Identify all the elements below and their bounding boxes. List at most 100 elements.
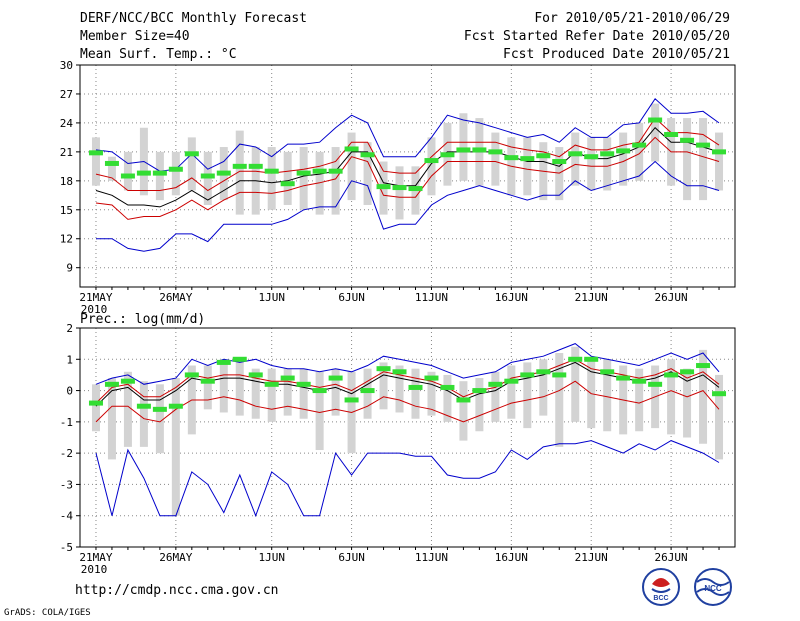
- observed-marker: [600, 369, 615, 375]
- x-tick-label: 1JUN: [258, 291, 285, 304]
- observed-marker: [504, 378, 519, 384]
- precip-panel-title: Prec.: log(mm/d): [80, 312, 206, 327]
- observed-marker: [296, 170, 311, 176]
- observed-marker: [344, 146, 359, 152]
- observed-marker: [456, 147, 471, 153]
- observed-marker: [104, 160, 119, 166]
- ensemble-range-bar: [587, 137, 596, 191]
- observed-marker: [376, 184, 391, 190]
- y-tick-label: -3: [60, 478, 73, 491]
- ensemble-range-bar: [603, 359, 612, 432]
- observed-marker: [664, 372, 679, 378]
- observed-marker: [296, 381, 311, 387]
- bcc-logo-text: BCC: [653, 595, 668, 602]
- ensemble-range-bar: [187, 137, 196, 191]
- y-tick-label: 15: [60, 204, 73, 217]
- observed-marker: [344, 397, 359, 403]
- observed-marker: [616, 375, 631, 381]
- ensemble-range-bar: [379, 362, 388, 410]
- observed-marker: [184, 151, 199, 157]
- observed-marker: [680, 369, 695, 375]
- observed-marker: [584, 154, 599, 160]
- ensemble-range-bar: [427, 371, 436, 416]
- ensemble-range-bar: [283, 368, 292, 416]
- x-tick-label: 11JUN: [415, 291, 448, 304]
- ensemble-range-bar: [123, 371, 132, 447]
- ensemble-range-bar: [235, 130, 244, 215]
- ensemble-range-bar: [91, 137, 100, 186]
- x-tick-label: 16JUN: [495, 551, 528, 564]
- observed-marker: [136, 170, 151, 176]
- x-tick-label: 26MAY: [159, 291, 192, 304]
- ensemble-range-bar: [219, 359, 228, 413]
- y-tick-label: -1: [60, 416, 73, 429]
- variable-label: Mean Surf. Temp.: °C: [80, 47, 237, 62]
- ncc-logo-text: NCC: [704, 584, 722, 593]
- ensemble-range-bar: [507, 365, 516, 419]
- observed-marker: [440, 384, 455, 390]
- ensemble-range-bar: [411, 368, 420, 419]
- observed-marker: [392, 369, 407, 375]
- observed-marker: [152, 170, 167, 176]
- observed-marker: [632, 378, 647, 384]
- logos: BCC NCC: [642, 568, 732, 606]
- ensemble-range-bar: [315, 371, 324, 451]
- observed-marker: [136, 403, 151, 409]
- y-tick-label: 30: [60, 59, 73, 72]
- observed-marker: [664, 131, 679, 137]
- ensemble-range-bar: [155, 384, 164, 454]
- observed-marker: [200, 173, 215, 179]
- series-line-min: [95, 440, 720, 518]
- ensemble-range-bar: [395, 166, 404, 220]
- observed-marker: [168, 166, 183, 172]
- observed-marker: [104, 381, 119, 387]
- observed-marker: [120, 378, 135, 384]
- observed-marker: [312, 168, 327, 174]
- y-tick-label: 0: [66, 385, 73, 398]
- ensemble-range-bar: [123, 151, 132, 191]
- observed-marker: [472, 388, 487, 394]
- y-tick-label: 12: [60, 233, 73, 246]
- series-line-min: [96, 160, 720, 252]
- observed-marker: [312, 388, 327, 394]
- chart-title: DERF/NCC/BCC Monthly Forecast: [80, 11, 307, 26]
- ensemble-range-bar: [331, 368, 340, 416]
- observed-marker: [536, 369, 551, 375]
- observed-marker: [328, 375, 343, 381]
- observed-marker: [520, 156, 535, 162]
- plot-frame: [79, 64, 736, 288]
- ensemble-range-bar: [491, 132, 500, 186]
- observed-marker: [280, 375, 295, 381]
- observed-marker: [232, 356, 247, 362]
- series-line-mean: [95, 126, 720, 208]
- y-tick-label: 27: [60, 88, 73, 101]
- ensemble-range-bar: [619, 132, 628, 186]
- ensemble-range-bar: [155, 151, 164, 201]
- ensemble-range-bar: [555, 353, 564, 447]
- observed-marker: [488, 381, 503, 387]
- observed-marker: [696, 142, 711, 148]
- observed-marker: [424, 158, 439, 164]
- observed-marker: [360, 388, 375, 394]
- x-tick-label: 26JUN: [655, 551, 688, 564]
- ensemble-range-bar: [699, 349, 708, 444]
- series-line-max: [95, 98, 720, 172]
- ensemble-range-bar: [299, 368, 308, 419]
- observed-marker: [632, 142, 647, 148]
- observed-marker: [440, 152, 455, 158]
- ensemble-range-bar: [251, 368, 260, 419]
- observed-marker: [616, 148, 631, 154]
- bcc-logo: BCC: [642, 568, 680, 606]
- observed-marker: [376, 366, 391, 372]
- ensemble-range-bar: [347, 132, 356, 201]
- grads-credit: GrADS: COLA/IGES: [4, 608, 91, 618]
- ensemble-range-bar: [427, 137, 436, 196]
- ensemble-range-bar: [267, 147, 276, 210]
- x-tick-label: 16JUN: [495, 291, 528, 304]
- x-tick-label: 11JUN: [415, 551, 448, 564]
- ensemble-range-bar: [571, 132, 580, 186]
- y-tick-label: 1: [66, 353, 73, 366]
- observed-marker: [264, 168, 279, 174]
- observed-marker: [424, 375, 439, 381]
